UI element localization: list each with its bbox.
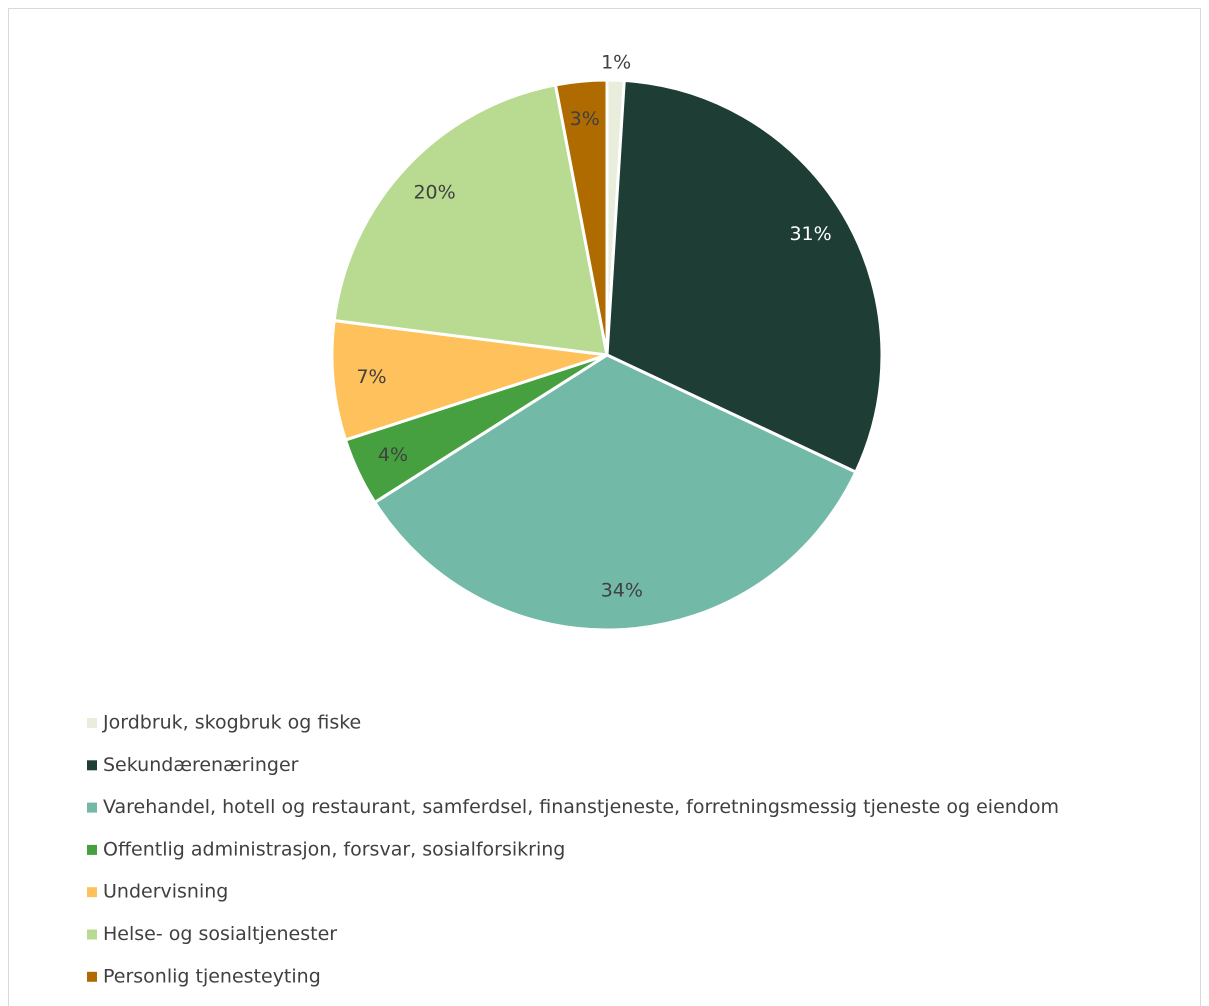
legend-swatch [87, 971, 97, 982]
data-label: 3% [570, 108, 600, 130]
pie-slice [553, 78, 609, 356]
legend-swatch [87, 929, 97, 940]
data-label: 31% [789, 223, 831, 245]
legend-swatch [87, 844, 97, 855]
pie-slice [372, 353, 858, 632]
legend-label: Undervisning [103, 881, 228, 903]
data-label: 4% [378, 444, 408, 466]
pie-slice [330, 318, 608, 442]
data-label: 7% [356, 366, 386, 388]
data-label: 20% [413, 182, 455, 204]
legend-swatch [87, 887, 97, 898]
legend-label: Personlig tjenesteyting [103, 965, 321, 987]
data-label: 34% [601, 580, 643, 602]
legend-label: Jordbruk, skogbruk og fiske [102, 712, 361, 734]
pie-slice [332, 83, 609, 357]
legend-label: Sekundærenæringer [103, 754, 299, 776]
legend-label: Offentlig administrasjon, forsvar, sosia… [103, 838, 565, 860]
legend-swatch [87, 802, 97, 813]
data-label: 1% [601, 52, 631, 74]
legend-label: Varehandel, hotell og restaurant, samfer… [103, 796, 1059, 818]
legend-swatch [87, 718, 97, 728]
legend-label: Helse- og sosialtjenester [103, 923, 337, 945]
legend-swatch [87, 760, 97, 771]
pie-slice [605, 78, 884, 475]
